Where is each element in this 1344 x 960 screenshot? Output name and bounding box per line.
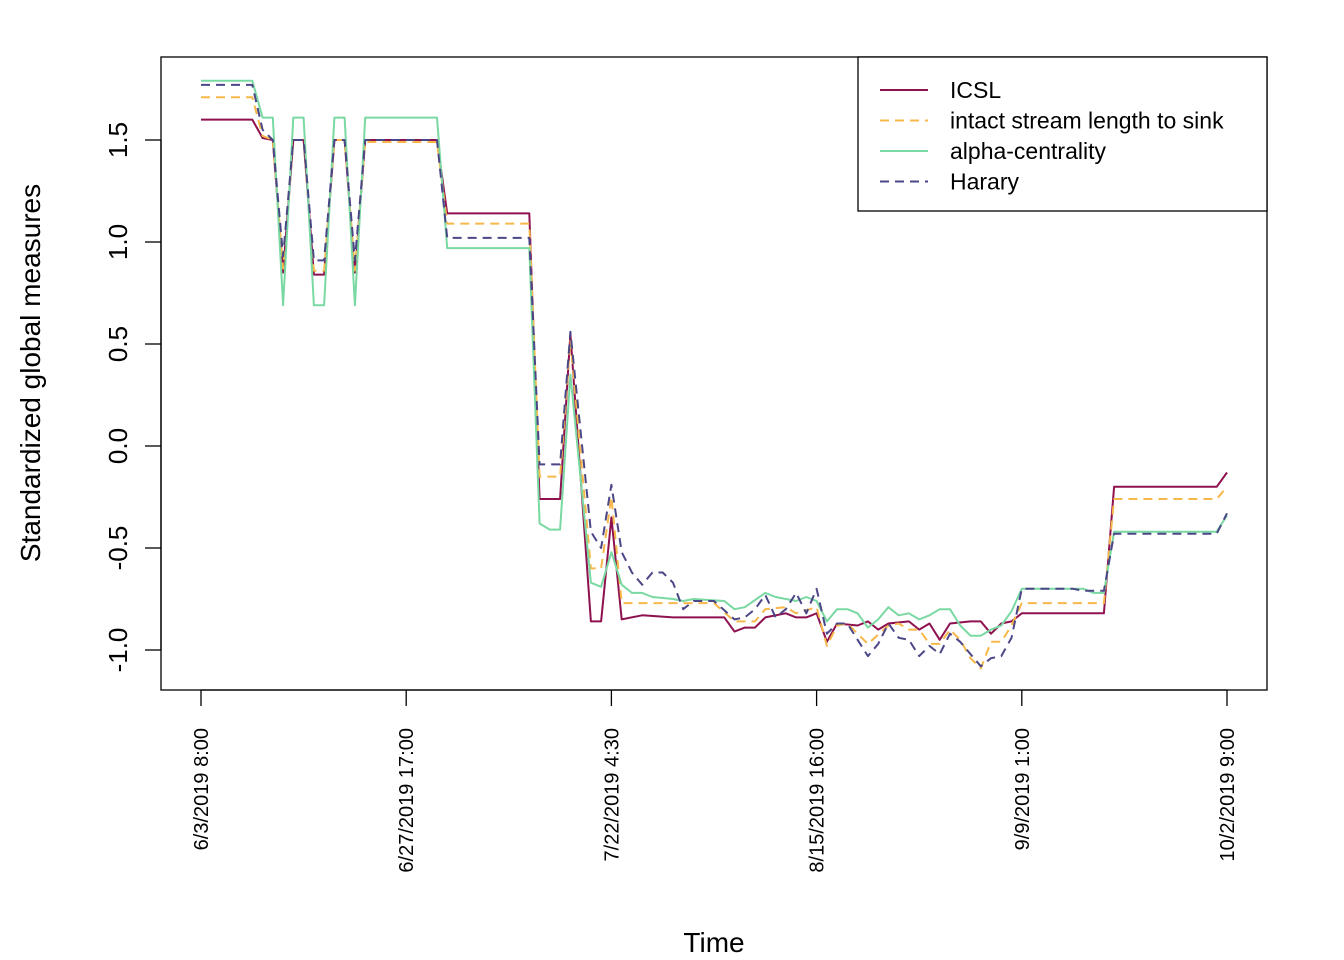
y-tick-label: -1.0 (103, 628, 133, 673)
series-layer (201, 79, 1228, 670)
legend-label: Harary (950, 169, 1020, 195)
y-tick-label: 0.0 (103, 428, 133, 464)
series-line-harary (201, 83, 1228, 668)
y-tick-label: 1.0 (103, 224, 133, 260)
x-tick-label: 6/27/2019 17:00 (396, 728, 418, 873)
series-line-alpha-centrality (201, 79, 1228, 637)
x-tick-label: 6/3/2019 8:00 (191, 728, 213, 850)
legend-label: intact stream length to sink (950, 108, 1224, 134)
y-axis: 1.5 1.0 0.5 0.0 -0.5 -1.0 (103, 122, 162, 673)
x-tick-label: 9/9/2019 1:00 (1012, 728, 1034, 850)
legend-items: ICSL intact stream length to sink alpha-ce… (880, 77, 1224, 195)
x-axis-title: Time (683, 927, 744, 958)
legend: ICSL intact stream length to sink alpha-ce… (857, 56, 1268, 212)
y-tick-label: 1.5 (103, 122, 133, 158)
x-axis: 6/3/2019 8:00 6/27/2019 17:00 7/22/2019 4:… (191, 689, 1239, 873)
x-tick-label: 7/22/2019 4:30 (601, 728, 623, 861)
legend-box (857, 56, 1268, 212)
x-tick-label: 8/15/2019 16:00 (807, 728, 829, 873)
legend-label: alpha-centrality (950, 138, 1106, 164)
x-tick-label: 10/2/2019 9:00 (1217, 728, 1239, 861)
y-tick-label: 0.5 (103, 326, 133, 362)
y-tick-label: -0.5 (103, 526, 133, 571)
legend-label: ICSL (950, 77, 1001, 103)
y-axis-title: Standardized global measures (15, 184, 46, 562)
